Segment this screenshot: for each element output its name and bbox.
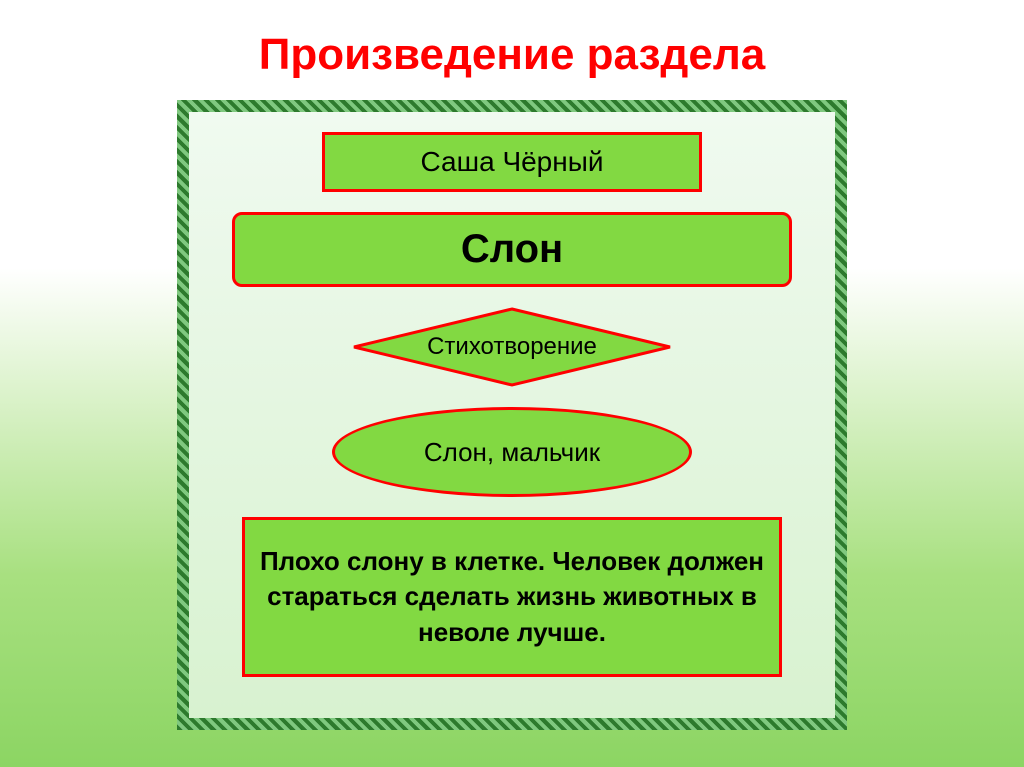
genre-diamond: Стихотворение	[352, 307, 672, 387]
author-text: Саша Чёрный	[421, 146, 604, 178]
slide-title: Произведение раздела	[0, 0, 1024, 100]
content-frame: Саша Чёрный Слон Стихотворение Слон, мал…	[177, 100, 847, 730]
summary-box: Плохо слону в клетке. Человек должен ста…	[242, 517, 782, 677]
main-title-box: Слон	[232, 212, 792, 287]
summary-text: Плохо слону в клетке. Человек должен ста…	[255, 544, 769, 649]
characters-text: Слон, мальчик	[424, 437, 600, 468]
main-title-text: Слон	[461, 227, 563, 272]
author-box: Саша Чёрный	[322, 132, 702, 192]
genre-text: Стихотворение	[352, 307, 672, 387]
characters-ellipse: Слон, мальчик	[332, 407, 692, 497]
